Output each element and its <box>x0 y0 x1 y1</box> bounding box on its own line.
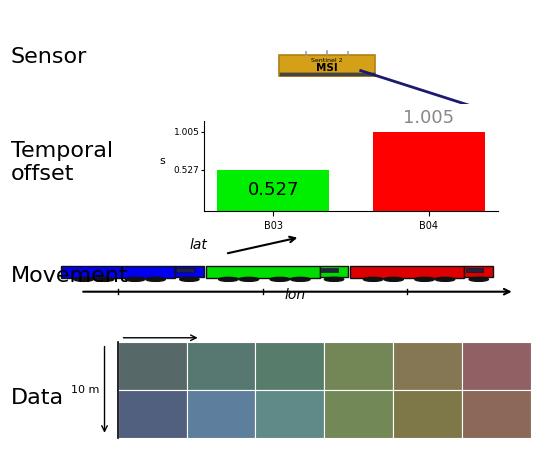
Circle shape <box>384 277 403 282</box>
Bar <box>321 268 338 273</box>
Bar <box>217 170 329 211</box>
Bar <box>350 265 465 278</box>
Bar <box>61 265 175 278</box>
Circle shape <box>180 277 199 282</box>
Bar <box>205 265 320 278</box>
Text: MSI: MSI <box>316 63 338 73</box>
Bar <box>324 342 393 390</box>
Bar <box>462 342 531 390</box>
Circle shape <box>435 277 455 282</box>
Circle shape <box>74 277 93 282</box>
Circle shape <box>94 277 114 282</box>
Circle shape <box>415 277 434 282</box>
Text: 0.527: 0.527 <box>248 182 299 200</box>
Circle shape <box>125 277 145 282</box>
Bar <box>466 268 483 273</box>
Bar <box>320 266 348 277</box>
Bar <box>118 390 187 438</box>
Bar <box>462 390 531 438</box>
Bar <box>373 132 485 211</box>
Bar <box>118 342 187 390</box>
Text: Sensor: Sensor <box>11 47 87 67</box>
Text: lon: lon <box>284 289 306 302</box>
Circle shape <box>146 277 165 282</box>
Bar <box>465 266 493 277</box>
Bar <box>256 342 324 390</box>
Circle shape <box>270 277 289 282</box>
Circle shape <box>291 277 310 282</box>
Text: 1.005: 1.005 <box>404 109 455 127</box>
Bar <box>187 390 256 438</box>
Text: Data: Data <box>11 388 64 408</box>
Y-axis label: s: s <box>160 156 166 166</box>
Circle shape <box>469 277 488 282</box>
Bar <box>393 342 462 390</box>
Bar <box>279 72 375 76</box>
Bar <box>393 390 462 438</box>
Text: Movement: Movement <box>11 266 128 286</box>
Bar <box>176 268 193 273</box>
Text: Temporal
offset: Temporal offset <box>11 141 113 184</box>
Circle shape <box>363 277 383 282</box>
Bar <box>175 266 204 277</box>
Circle shape <box>219 277 238 282</box>
Bar <box>324 390 393 438</box>
Text: lat: lat <box>189 238 207 252</box>
Text: Sentinel 2: Sentinel 2 <box>311 58 343 64</box>
Circle shape <box>324 277 344 282</box>
Bar <box>256 390 324 438</box>
Circle shape <box>239 277 258 282</box>
Text: 10 m: 10 m <box>71 385 99 395</box>
Bar <box>279 55 375 76</box>
Bar <box>187 342 256 390</box>
